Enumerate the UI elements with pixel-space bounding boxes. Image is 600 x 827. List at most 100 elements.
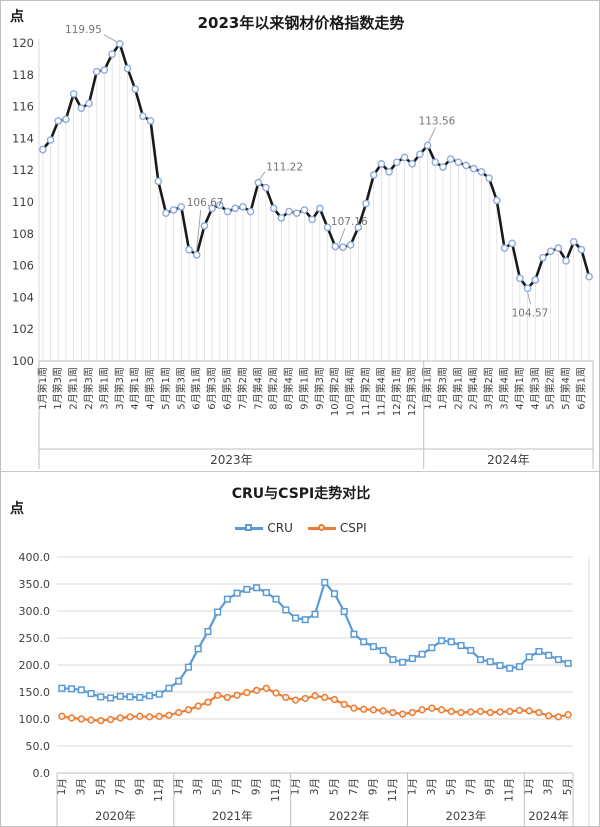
data-point: [476, 707, 485, 716]
svg-text:11月: 11月: [387, 778, 399, 802]
svg-text:11月第2周: 11月第2周: [359, 367, 372, 416]
data-point: [423, 141, 432, 150]
data-point: [77, 715, 85, 723]
data-point: [577, 245, 586, 254]
svg-text:2月第4周: 2月第4周: [467, 367, 480, 410]
data-point: [311, 610, 319, 618]
svg-text:110: 110: [12, 195, 34, 209]
y-axis-unit-label: 点: [10, 9, 24, 25]
data-point: [87, 690, 95, 698]
data-point: [454, 158, 463, 167]
svg-text:114: 114: [12, 131, 34, 145]
data-point: [546, 247, 555, 256]
data-point: [126, 693, 134, 701]
data-point: [282, 693, 290, 702]
data-point: [272, 689, 280, 697]
svg-text:104: 104: [12, 290, 34, 304]
legend-item-cru: CRU: [235, 521, 293, 535]
svg-text:1月: 1月: [290, 778, 302, 795]
data-point: [97, 693, 105, 701]
svg-text:1月第1周: 1月第1周: [36, 367, 49, 410]
svg-text:5月: 5月: [328, 778, 340, 795]
svg-text:3月第1周: 3月第1周: [97, 367, 110, 410]
cspi-series: [58, 684, 572, 725]
data-point: [213, 691, 222, 699]
svg-text:350.0: 350.0: [19, 578, 51, 591]
svg-text:5月第3周: 5月第3周: [174, 367, 187, 410]
data-point: [87, 716, 95, 724]
data-point: [262, 684, 270, 692]
data-point: [291, 696, 300, 704]
data-point: [208, 204, 216, 213]
data-point: [428, 704, 436, 712]
svg-text:7月: 7月: [465, 778, 477, 795]
data-point: [194, 645, 202, 653]
chart-legend: CRU CSPI: [1, 521, 599, 535]
svg-text:111.22: 111.22: [266, 162, 303, 174]
svg-text:2022年: 2022年: [329, 809, 370, 823]
data-point: [184, 706, 193, 714]
svg-text:7月: 7月: [348, 778, 360, 795]
data-point: [369, 643, 377, 651]
data-point: [116, 692, 124, 700]
svg-text:2月第1周: 2月第1周: [67, 367, 80, 410]
legend-item-cspi: CSPI: [307, 521, 367, 535]
data-point: [145, 713, 154, 721]
svg-text:4月第3周: 4月第3周: [528, 367, 541, 410]
data-point: [216, 201, 224, 209]
svg-text:1月: 1月: [406, 778, 418, 795]
data-point: [485, 174, 493, 182]
data-point: [340, 607, 348, 616]
svg-text:7月第4周: 7月第4周: [251, 367, 264, 410]
svg-text:10月第4周: 10月第4周: [344, 367, 357, 416]
data-point: [131, 85, 139, 93]
droplines: [42, 43, 590, 361]
cru-cspi-chart-canvas: 0.0 50.0 100.0 150.0 200.0 250.0 300.0 350.0 400…: [19, 551, 590, 826]
data-point: [369, 706, 378, 714]
svg-text:2020年: 2020年: [95, 809, 136, 823]
data-point: [106, 715, 115, 724]
svg-text:104.57: 104.57: [512, 307, 549, 319]
svg-text:11月: 11月: [270, 778, 282, 802]
svg-text:5月: 5月: [562, 778, 574, 795]
data-point: [214, 608, 222, 616]
svg-text:8月第2周: 8月第2周: [267, 367, 280, 410]
legend-label: CSPI: [339, 521, 367, 535]
svg-text:6月第3周: 6月第3周: [205, 367, 218, 410]
data-point: [321, 578, 329, 586]
data-point: [77, 686, 85, 694]
data-point: [67, 714, 76, 722]
data-point: [223, 693, 232, 702]
svg-text:11月第4周: 11月第4周: [374, 367, 387, 416]
data-point: [69, 90, 78, 98]
data-point: [462, 161, 470, 170]
data-point: [291, 614, 300, 622]
data-point: [360, 638, 368, 646]
data-point: [177, 202, 186, 211]
data-point: [169, 206, 178, 214]
data-point: [585, 272, 593, 281]
svg-text:1月第3周: 1月第3周: [51, 367, 64, 410]
data-point: [175, 708, 183, 717]
svg-text:106: 106: [12, 259, 34, 273]
svg-text:5月第1周: 5月第1周: [159, 367, 172, 410]
data-point: [354, 223, 363, 232]
data-point: [362, 199, 370, 208]
svg-text:250.0: 250.0: [19, 632, 51, 645]
data-point: [301, 694, 309, 703]
data-point: [252, 686, 261, 695]
svg-text:9月第3周: 9月第3周: [313, 367, 326, 410]
svg-text:0.0: 0.0: [33, 767, 51, 780]
data-point: [239, 202, 247, 211]
data-point: [204, 698, 212, 706]
svg-text:50.0: 50.0: [26, 740, 51, 753]
svg-text:7月第2周: 7月第2周: [236, 367, 249, 410]
data-point: [330, 590, 339, 598]
data-point: [408, 708, 417, 717]
svg-text:12月第3周: 12月第3周: [405, 367, 418, 416]
data-point: [292, 209, 301, 217]
data-point: [369, 171, 378, 179]
svg-text:3月: 3月: [75, 778, 87, 795]
